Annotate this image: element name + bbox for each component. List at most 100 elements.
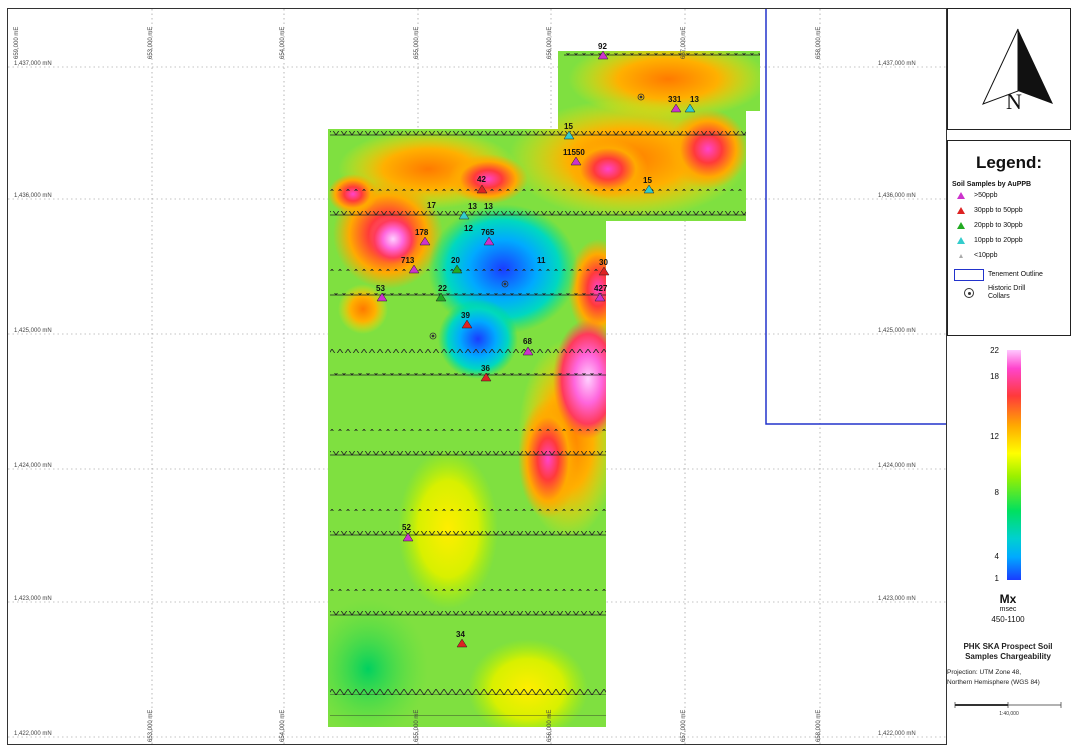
sample-label-12: 12 bbox=[464, 224, 473, 233]
legend-item-label: Tenement Outline bbox=[988, 271, 1043, 278]
colorbar-range: 450-1100 bbox=[991, 615, 1025, 624]
sample-marker bbox=[643, 184, 655, 194]
sample-label-53: 53 bbox=[376, 284, 385, 293]
sample-label-42: 42 bbox=[477, 175, 486, 184]
projection-line: Projection: UTM Zone 48, bbox=[947, 669, 1022, 676]
projection-text: Projection: UTM Zone 48, Northern Hemisp… bbox=[947, 668, 1071, 688]
sample-marker bbox=[435, 292, 447, 302]
easting-label-b6: 658,000 mE bbox=[816, 709, 822, 742]
sample-label-30: 30 bbox=[599, 258, 608, 267]
sample-label-178: 178 bbox=[415, 228, 429, 237]
sample-label-13a: 13 bbox=[690, 95, 699, 104]
sample-marker bbox=[476, 184, 488, 194]
legend-title: Legend: bbox=[975, 153, 1043, 172]
sample-label-36: 36 bbox=[481, 364, 490, 373]
sample-marker bbox=[594, 292, 606, 302]
legend-item-drill: Historic Drill Collars bbox=[954, 282, 1070, 304]
sample-marker bbox=[522, 346, 534, 356]
tenement-outline bbox=[765, 9, 946, 425]
chargeability-surface bbox=[328, 51, 760, 727]
colorbar-tick: 12 bbox=[990, 432, 999, 441]
legend-item-label: >50ppb bbox=[974, 192, 998, 199]
legend-item-30-50: 30ppb to 50ppb bbox=[954, 203, 1070, 218]
sample-marker bbox=[480, 372, 492, 382]
sample-label-39: 39 bbox=[461, 311, 470, 320]
legend-item-lt10: <10ppb bbox=[954, 248, 1070, 263]
legend-item-10-20: 10ppb to 20ppb bbox=[954, 233, 1070, 248]
sample-label-92: 92 bbox=[598, 42, 607, 51]
north-arrow-box: N bbox=[947, 8, 1071, 130]
sample-marker bbox=[456, 638, 468, 648]
sample-label-22: 22 bbox=[438, 284, 447, 293]
scale-bar: 1:40,000 bbox=[949, 697, 1069, 727]
legend-item-label: 10ppb to 20ppb bbox=[974, 237, 1023, 244]
colorbar-tick: 18 bbox=[990, 372, 999, 381]
sample-marker bbox=[402, 532, 414, 542]
sample-label-13c: 13 bbox=[484, 202, 493, 211]
easting-label-b3: 655,000 mE bbox=[414, 709, 420, 742]
easting-label-3: 655,000 mE bbox=[414, 26, 420, 59]
project-title: PHK SKA Prospect Soil Samples Chargeabil… bbox=[963, 642, 1053, 661]
sample-label-15b: 15 bbox=[643, 176, 652, 185]
legend-item-label: 20ppb to 30ppb bbox=[974, 222, 1023, 229]
sample-marker bbox=[461, 319, 473, 329]
northing-label-bottom-upper-right: 1,423,000 mN bbox=[878, 596, 916, 602]
easting-label-b1: 653,000 mE bbox=[148, 709, 154, 742]
legend-panel: N Legend: Soil Samples by AuPPB >50ppb 3… bbox=[945, 8, 1072, 743]
colorbar bbox=[1007, 350, 1021, 580]
sample-label-13b: 13 bbox=[468, 202, 477, 211]
sample-label-52: 52 bbox=[402, 523, 411, 532]
sample-label-15a: 15 bbox=[564, 122, 573, 131]
legend-item-tenement: Tenement Outline bbox=[954, 267, 1070, 282]
colorbar-box: 22 18 12 8 4 1 Mx msec 450-1100 PHK SKA … bbox=[947, 344, 1069, 717]
sample-marker bbox=[408, 264, 420, 274]
easting-label-b5: 657,000 mE bbox=[681, 709, 687, 742]
sample-marker bbox=[597, 50, 609, 60]
sample-label-11550: 11550 bbox=[563, 148, 585, 157]
triangle-icon bbox=[957, 222, 965, 229]
colorbar-unit: msec bbox=[999, 606, 1017, 613]
northing-label-upper: 1,436,000 mN bbox=[14, 193, 52, 199]
sample-marker bbox=[451, 264, 463, 274]
sample-label-331: 331 bbox=[668, 95, 682, 104]
sample-labels: 92 331 13 15 11550 42 15 17 13 13 12 765… bbox=[376, 42, 699, 639]
easting-label-b4: 656,000 mE bbox=[547, 709, 553, 742]
northing-label-upper-right: 1,436,000 mN bbox=[878, 193, 916, 199]
legend-subtitle: Soil Samples by AuPPB bbox=[952, 181, 1032, 188]
sample-label-68: 68 bbox=[523, 337, 532, 346]
easting-label-0: 659,000 mE bbox=[14, 26, 20, 59]
legend-box: Legend: Soil Samples by AuPPB >50ppb 30p… bbox=[947, 140, 1071, 336]
easting-label-1: 653,000 mE bbox=[148, 26, 154, 59]
easting-label-6: 658,000 mE bbox=[816, 26, 822, 59]
colorbar-tick: 22 bbox=[990, 346, 999, 355]
projection-line: Northern Hemisphere (WGS 84) bbox=[947, 679, 1040, 686]
sample-label-17: 17 bbox=[427, 201, 436, 210]
colorbar-tick: 1 bbox=[994, 574, 999, 583]
colorbar-tick: 8 bbox=[994, 488, 999, 497]
sample-marker bbox=[376, 292, 388, 302]
drill-collar-icon bbox=[964, 288, 974, 298]
sample-marker bbox=[458, 210, 470, 220]
sample-marker bbox=[570, 156, 582, 166]
sample-label-427: 427 bbox=[594, 284, 608, 293]
northing-label-lower-right: 1,424,000 mN bbox=[878, 463, 916, 469]
sample-label-34: 34 bbox=[456, 630, 465, 639]
small-triangle-icon bbox=[959, 253, 963, 258]
northing-label-middle: 1,425,000 mN bbox=[14, 328, 52, 334]
sample-marker bbox=[419, 236, 431, 246]
sample-label-765: 765 bbox=[481, 228, 495, 237]
colorbar-tick: 4 bbox=[994, 552, 999, 561]
easting-label-2: 654,000 mE bbox=[280, 26, 286, 59]
sample-label-11: 11 bbox=[537, 256, 546, 265]
colorbar-variable: Mx bbox=[999, 592, 1017, 606]
scale-bar-icon bbox=[954, 702, 1062, 708]
chargeability-map[interactable]: 92 331 13 15 11550 42 15 17 13 13 12 765… bbox=[8, 9, 946, 744]
legend-item-label: <10ppb bbox=[974, 252, 998, 259]
sample-label-20: 20 bbox=[451, 256, 460, 265]
sample-marker bbox=[684, 103, 696, 113]
map-frame[interactable]: 92 331 13 15 11550 42 15 17 13 13 12 765… bbox=[7, 8, 947, 745]
triangle-icon bbox=[957, 237, 965, 244]
northing-label-top: 1,437,000 mN bbox=[14, 61, 52, 67]
sample-marker bbox=[598, 266, 610, 276]
legend-item-label: 30ppb to 50ppb bbox=[974, 207, 1023, 214]
